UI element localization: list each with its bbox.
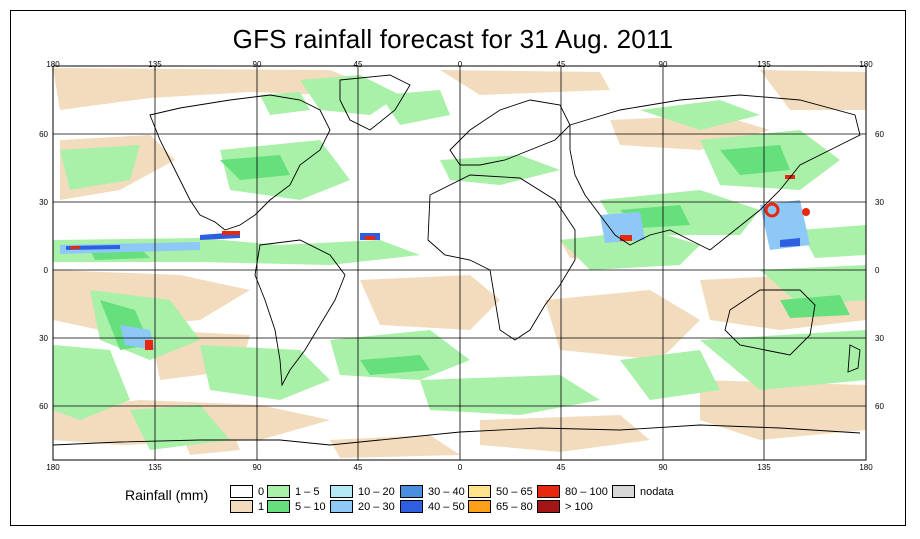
legend-swatch [612, 485, 635, 498]
legend-swatch [230, 500, 253, 513]
lat-label-left: 60 [39, 402, 48, 411]
legend-label: 50 – 65 [496, 486, 533, 498]
legend-label: 40 – 50 [428, 501, 465, 513]
lon-label-top: 45 [354, 60, 363, 69]
legend-label: nodata [640, 486, 674, 498]
legend-label: 5 – 10 [295, 501, 326, 513]
legend-swatch [468, 500, 491, 513]
lon-label-bottom: 45 [354, 463, 363, 472]
legend-label: 20 – 30 [358, 501, 395, 513]
legend-swatch [400, 500, 423, 513]
lat-label-right: 0 [875, 266, 880, 275]
lon-label-top: 0 [458, 60, 463, 69]
rainfall-field [53, 66, 866, 460]
lat-label-right: 60 [875, 130, 884, 139]
legend-label: 1 [258, 501, 265, 513]
lon-label-top: 45 [557, 60, 566, 69]
lat-label-left: 30 [39, 198, 48, 207]
lat-label-right: 30 [875, 334, 884, 343]
lon-label-bottom: 180 [859, 463, 873, 472]
lon-label-bottom: 90 [253, 463, 262, 472]
lat-label-left: 0 [44, 266, 49, 275]
lon-label-bottom: 0 [458, 463, 463, 472]
lat-label-right: 30 [875, 198, 884, 207]
legend-swatch [468, 485, 491, 498]
lon-label-top: 180 [859, 60, 873, 69]
graticule-latitude [53, 133, 866, 407]
rain-20-30mm-regions [60, 200, 810, 350]
lat-label-left: 60 [39, 130, 48, 139]
map-border [52, 65, 867, 461]
map-title: GFS rainfall forecast for 31 Aug. 2011 [232, 24, 674, 54]
legend-label: 10 – 20 [358, 486, 395, 498]
lon-labels-top: 180 135 90 45 0 45 90 135 180 [46, 60, 873, 69]
lon-label-bottom: 45 [557, 463, 566, 472]
legend-swatch [330, 500, 353, 513]
legend-swatch [267, 500, 290, 513]
lon-label-bottom: 135 [148, 463, 162, 472]
lat-labels-left: 60 30 0 30 60 [39, 130, 48, 411]
legend-swatch [400, 485, 423, 498]
legend-label: 80 – 100 [565, 486, 608, 498]
lat-label-right: 60 [875, 402, 884, 411]
legend-label: 65 – 80 [496, 501, 533, 513]
legend-swatch [537, 485, 560, 498]
legend-title: Rainfall (mm) [125, 487, 209, 503]
legend-label: > 100 [565, 501, 593, 513]
lat-labels-right: 60 30 0 30 60 [875, 130, 884, 411]
lon-label-top: 180 [46, 60, 60, 69]
lon-label-top: 90 [659, 60, 668, 69]
lon-label-bottom: 180 [46, 463, 60, 472]
legend-label: 0 [258, 486, 265, 498]
lon-label-bottom: 135 [757, 463, 771, 472]
lon-labels-bottom: 180 135 90 45 0 45 90 135 180 [46, 463, 873, 472]
legend-swatch [230, 485, 253, 498]
lat-label-left: 30 [39, 334, 48, 343]
lon-label-top: 135 [757, 60, 771, 69]
legend-swatch [537, 500, 560, 513]
axis-ticks [52, 66, 867, 460]
figure-frame [10, 10, 906, 526]
legend-swatch [267, 485, 290, 498]
lon-label-bottom: 90 [659, 463, 668, 472]
legend-label: 30 – 40 [428, 486, 465, 498]
graticule-longitude [154, 66, 765, 460]
coastlines [53, 74, 861, 446]
legend-swatch [330, 485, 353, 498]
lon-label-top: 135 [148, 60, 162, 69]
lon-label-top: 90 [253, 60, 262, 69]
legend-label: 1 – 5 [295, 486, 320, 498]
